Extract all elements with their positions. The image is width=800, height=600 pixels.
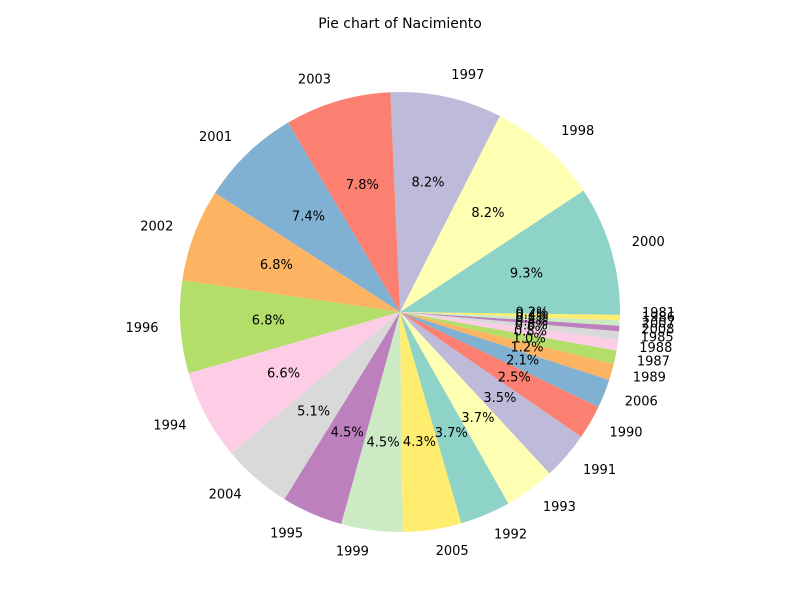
pie-slice-2006	[400, 312, 610, 407]
pie-slices	[179, 91, 620, 532]
pie-slice-1987	[400, 312, 617, 365]
category-label-2004: 2004	[209, 488, 242, 503]
pct-label-2007: 0.4%	[515, 311, 548, 326]
pie-slice-1986	[400, 312, 620, 321]
pct-label-1996: 6.8%	[252, 314, 285, 329]
pct-label-1990: 2.5%	[498, 371, 531, 386]
category-label-1997: 1997	[451, 68, 484, 83]
pct-label-1998: 8.2%	[471, 206, 504, 221]
pie-slice-2003	[288, 92, 400, 313]
pie-slice-2004	[231, 312, 400, 500]
category-label-2001: 2001	[199, 130, 232, 145]
category-label-1991: 1991	[583, 463, 616, 478]
pct-label-1986: 0.4%	[515, 308, 548, 323]
pct-label-2008: 0.4%	[515, 314, 548, 329]
category-label-1985: 1985	[641, 330, 674, 345]
pie-slice-1998	[400, 115, 584, 312]
category-label-2000: 2000	[632, 235, 665, 250]
pie-slice-1997	[390, 91, 500, 312]
pie-slice-1996	[179, 280, 400, 374]
pct-label-2001: 7.4%	[292, 209, 325, 224]
pie-slice-1994	[188, 312, 400, 454]
pie-slice-1989	[400, 312, 614, 380]
category-label-2008: 2008	[641, 323, 674, 338]
pie-slice-2007	[400, 312, 620, 326]
pct-label-2004: 5.1%	[297, 404, 330, 419]
category-label-1993: 1993	[543, 500, 576, 515]
chart-title: Pie chart of Nacimiento	[318, 16, 482, 32]
pct-label-1991: 3.5%	[483, 391, 516, 406]
pct-label-2005: 4.3%	[403, 435, 436, 450]
category-label-1987: 1987	[637, 354, 670, 369]
pct-label-2003: 7.8%	[346, 178, 379, 193]
category-labels: 2000 1998 1997 2003 2001 2002 1996 1994 2004 1995…	[125, 68, 675, 560]
pie-slice-2005	[400, 312, 462, 532]
pct-label-2000: 9.3%	[510, 266, 543, 281]
category-label-2005: 2005	[436, 544, 469, 559]
category-label-2007: 2007	[642, 317, 675, 332]
category-label-1996: 1996	[125, 321, 158, 336]
pct-label-2002: 6.8%	[260, 258, 293, 273]
pct-label-1988: 0.8%	[514, 324, 547, 339]
pct-label-1999: 4.5%	[367, 435, 400, 450]
category-label-1999: 1999	[336, 545, 369, 560]
category-label-1989: 1989	[633, 371, 666, 386]
pct-label-1989: 1.2%	[510, 341, 543, 356]
pie-slice-1999	[341, 312, 403, 532]
category-label-1994: 1994	[153, 418, 186, 433]
pct-label-1995: 4.5%	[331, 425, 364, 440]
pct-label-1992: 3.7%	[435, 426, 468, 441]
pie-slice-1985	[400, 312, 620, 340]
pct-label-1997: 8.2%	[411, 176, 444, 191]
category-label-1992: 1992	[494, 527, 527, 542]
pie-slice-1993	[400, 312, 550, 504]
category-label-2002: 2002	[140, 220, 173, 235]
pct-label-2006: 2.1%	[506, 353, 539, 368]
pie-slice-1990	[400, 312, 599, 437]
pie-slice-2001	[214, 122, 400, 312]
percent-labels: 9.3%8.2%8.2%7.8%7.4%6.8%6.8%6.6%5.1%4.5%…	[252, 176, 549, 451]
pie-slice-2008	[400, 312, 620, 332]
pie-slice-1988	[400, 312, 619, 351]
pct-label-1981: 0.2%	[515, 305, 548, 320]
category-label-1995: 1995	[270, 526, 303, 541]
category-label-1988: 1988	[639, 341, 672, 356]
pie-slice-1991	[400, 312, 582, 474]
pie-slice-1981	[400, 312, 620, 315]
category-label-1990: 1990	[609, 426, 642, 441]
category-label-2003: 2003	[298, 73, 331, 88]
pie-slice-1995	[284, 312, 400, 525]
pct-label-1987: 1.0%	[513, 332, 546, 347]
category-label-2006: 2006	[625, 394, 658, 409]
pie-slice-2000	[400, 190, 620, 312]
pie-slice-1992	[400, 312, 509, 524]
pie-slice-2002	[182, 192, 400, 312]
category-label-1986: 1986	[642, 311, 675, 326]
pct-label-1994: 6.6%	[267, 367, 300, 382]
category-label-1998: 1998	[561, 124, 594, 139]
pct-label-1993: 3.7%	[461, 411, 494, 426]
category-label-1981: 1981	[642, 306, 675, 321]
pct-label-1985: 0.6%	[515, 319, 548, 334]
